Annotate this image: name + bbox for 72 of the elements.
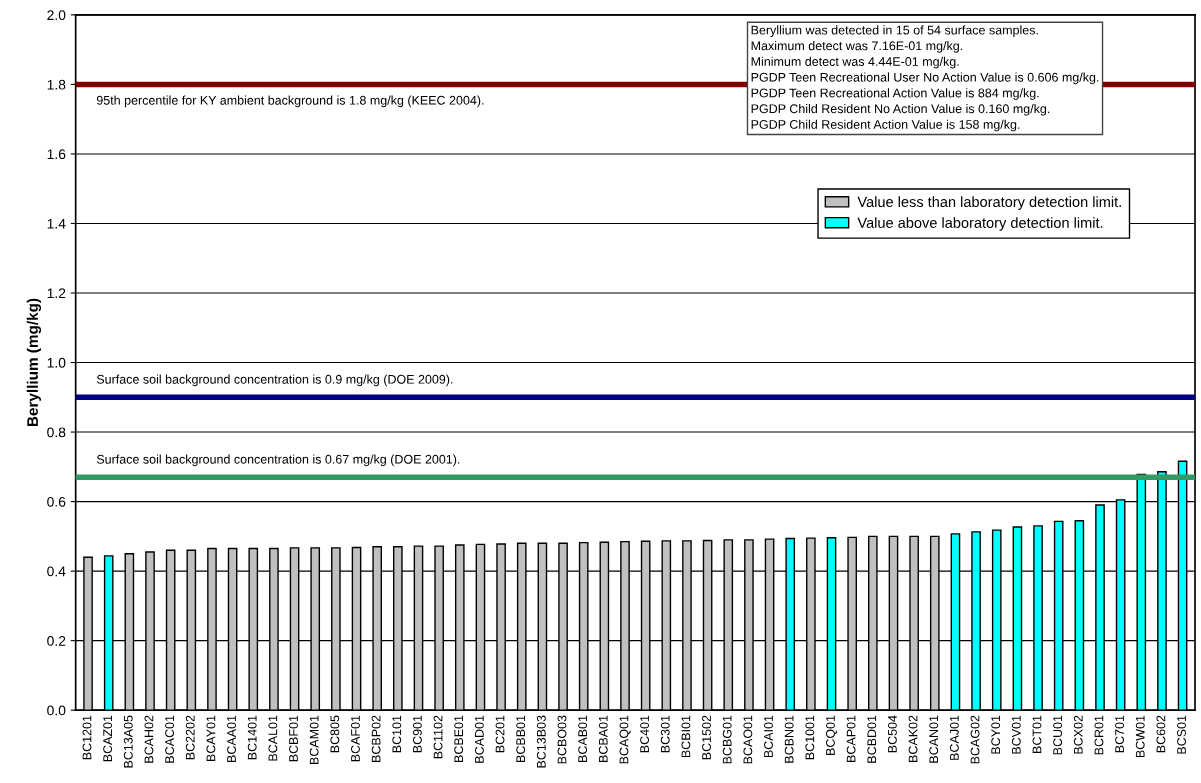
y-tick-label: 1.8 (47, 79, 66, 90)
x-tick-label: BC602 (1156, 715, 1166, 753)
x-tick-label: BCBO03 (557, 715, 567, 764)
x-tick-label: BC1201 (82, 715, 92, 760)
x-tick-label: BC901 (412, 715, 422, 753)
x-tick-label: BC201 (495, 715, 505, 753)
x-tick-label: BCAQ01 (619, 715, 631, 764)
x-tick-label: BC1401 (247, 715, 257, 760)
x-tick-label: BCAY01 (206, 715, 216, 762)
x-tick-label: BCAB01 (578, 715, 588, 762)
x-tick-label: BCU01 (1053, 715, 1063, 755)
x-tick-label: BCBF01 (289, 715, 298, 762)
x-tick-label: BCBP02 (371, 715, 381, 762)
x-tick-label: BCBG01 (722, 715, 732, 764)
legend-label: Value less than laboratory detection limit. (857, 196, 1121, 210)
y-tick-label: 0.2 (47, 635, 66, 646)
x-tick-label: BCAN01 (929, 715, 939, 763)
x-tick-label: BC2202 (185, 715, 195, 760)
x-tick-label: BC13A05 (123, 715, 133, 768)
y-tick-label: 1.2 (47, 288, 66, 299)
x-tick-label: BC301 (660, 715, 670, 753)
x-tick-label: BCW01 (1135, 715, 1145, 758)
x-tick-label: BC101 (392, 715, 402, 753)
y-tick-label: 1.4 (47, 218, 66, 229)
x-tick-label: BC401 (640, 715, 650, 753)
ref-line-label: 95th percentile for KY ambient background is 1.8 mg/kg (KEEC 2004). (96, 95, 484, 108)
y-tick-label: 0.8 (47, 427, 66, 438)
y-tick-label: 1.6 (47, 149, 66, 160)
ref-line-label: Surface soil background concentration is 0.67 mg/kg (DOE 2001). (96, 454, 460, 467)
x-tick-label: BC13B03 (536, 715, 546, 768)
x-tick-label: BCAG02 (970, 715, 980, 764)
x-tick-label: BCBE01 (454, 715, 464, 762)
x-tick-label: BCS01 (1177, 715, 1186, 754)
x-tick-label: BCX02 (1073, 715, 1083, 754)
x-tick-label: BCT01 (1032, 715, 1042, 753)
x-tick-label: BC805 (330, 715, 340, 753)
y-tick-label: 1.0 (47, 357, 66, 368)
x-tick-label: BC504 (887, 715, 897, 753)
x-tick-label: BCAC01 (165, 715, 175, 763)
x-tick-label: BCBA01 (598, 715, 608, 762)
x-tick-label: BCAJ01 (949, 715, 959, 760)
x-tick-label: BCAD01 (474, 715, 484, 763)
x-tick-label: BCAZ01 (103, 715, 113, 762)
x-tick-label: BCQ01 (826, 715, 838, 756)
ref-line-label: Surface soil background concentration is 0.9 mg/kg (DOE 2009). (96, 374, 453, 387)
x-tick-label: BCAA01 (227, 715, 236, 762)
legend-label: Value above laboratory detection limit. (857, 217, 1103, 231)
x-tick-label: BCAM01 (309, 715, 319, 765)
x-tick-label: BCV01 (1011, 715, 1021, 754)
y-tick-label: 2.0 (47, 10, 66, 21)
x-tick-label: BCAK02 (908, 715, 918, 762)
x-tick-label: BCAP01 (846, 715, 856, 762)
y-tick-label: 0.6 (47, 496, 66, 507)
x-tick-label: BC1502 (702, 715, 711, 760)
x-tick-label: BCBN01 (784, 715, 794, 763)
x-tick-label: BCAI01 (764, 715, 773, 758)
y-axis-title: Beryllium (mg/kg) (26, 298, 42, 427)
x-tick-label: BC701 (1115, 715, 1124, 753)
x-tick-label: BCAF01 (351, 715, 360, 762)
x-tick-label: BCAH02 (144, 715, 154, 763)
y-tick-label: 0.0 (47, 705, 66, 716)
x-tick-label: BCY01 (991, 715, 1001, 754)
x-tick-label: BC1001 (805, 715, 815, 760)
x-tick-label: BCR01 (1094, 715, 1104, 755)
x-tick-label: BCBI01 (681, 715, 691, 758)
x-tick-label: BCBB01 (516, 715, 526, 762)
y-tick-label: 0.4 (47, 566, 66, 577)
annotation: Beryllium was detected in 15 of 54 surface samples. Maximum detect was 7.16E-01 mg/kg. Minimum detect was 4.44E-01 mg/kg. PGDP Teen Recreational User No Action Value is 0.606 mg/kg. PGDP Teen Recreational Action Value is 884 mg/kg. PGDP Child Resident No Action Value is 0.160 mg/kg. PGDP Child Resident Action Value is 158 mg/kg. (751, 25, 1099, 132)
x-tick-label: BCAL01 (268, 715, 278, 761)
x-tick-label: BC1102 (433, 715, 443, 759)
x-tick-label: BCBD01 (867, 715, 877, 763)
x-tick-label: BCAO01 (743, 715, 753, 764)
